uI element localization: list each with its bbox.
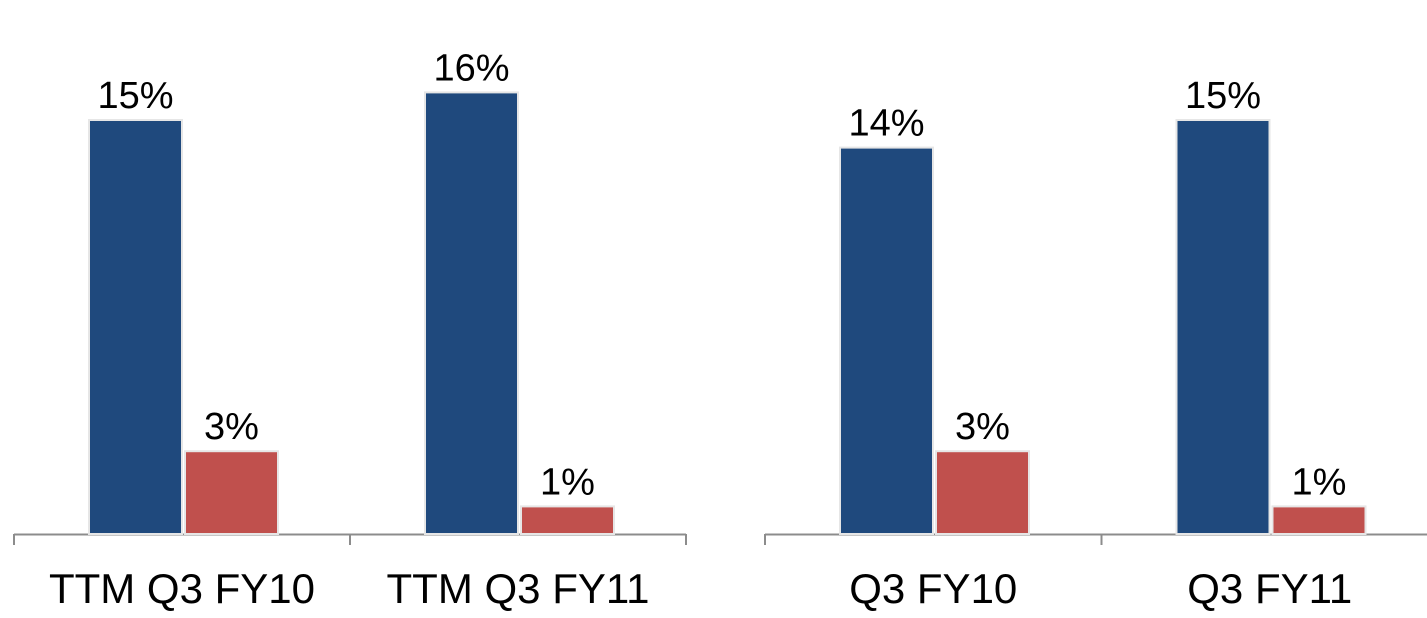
data-label: 16% bbox=[433, 47, 509, 89]
bar-series-2 bbox=[184, 450, 279, 536]
bar-series-2 bbox=[1271, 505, 1367, 535]
data-label: 3% bbox=[955, 406, 1010, 448]
data-label: 1% bbox=[1292, 461, 1347, 503]
data-label: 14% bbox=[848, 103, 924, 145]
bar-series-1 bbox=[1175, 119, 1271, 535]
data-label: 15% bbox=[97, 75, 173, 117]
bar-series-1 bbox=[88, 119, 183, 535]
data-label: 15% bbox=[1185, 75, 1261, 117]
category-label: Q3 FY11 bbox=[1187, 565, 1352, 612]
data-label: 3% bbox=[204, 406, 259, 448]
data-label: 1% bbox=[540, 461, 595, 503]
bar-series-1 bbox=[424, 91, 519, 536]
category-label: TTM Q3 FY11 bbox=[387, 565, 650, 612]
category-label: TTM Q3 FY10 bbox=[49, 565, 315, 612]
bar-series-2 bbox=[520, 505, 615, 535]
chart-panel-1: TTM Q3 FY10 15% 3% TTM Q3 FY11 16% 1% bbox=[13, 47, 687, 612]
bar-series-2 bbox=[935, 450, 1030, 536]
category-label: Q3 FY10 bbox=[849, 565, 1017, 612]
chart-panel-2: Q3 FY10 14% 3% Q3 FY11 15% 1% bbox=[764, 75, 1427, 612]
bar-series-1 bbox=[839, 146, 934, 535]
